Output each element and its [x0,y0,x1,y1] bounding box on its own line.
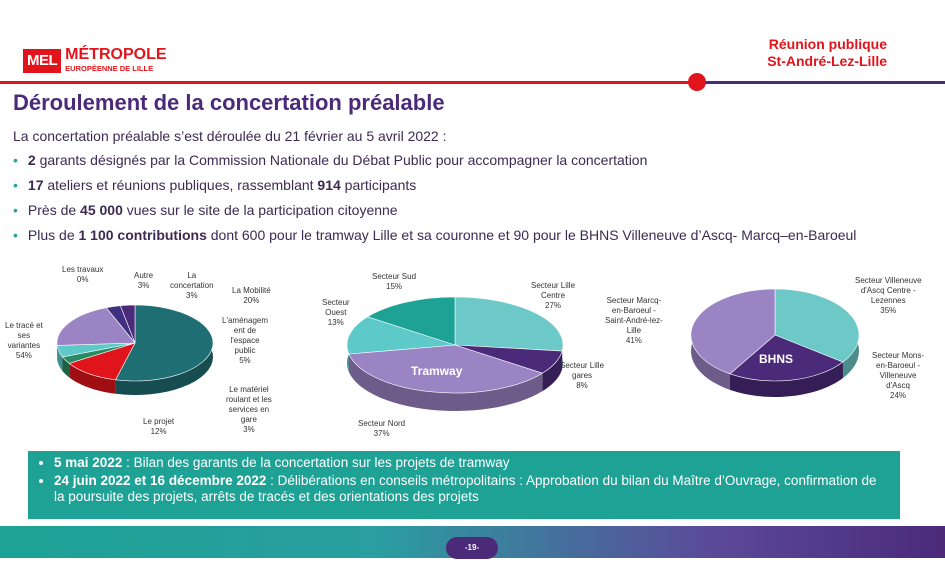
pie-slice [119,304,136,344]
pie-slice [115,304,214,382]
pie-charts [56,288,860,411]
pie-slice [690,288,776,375]
label-autre: Autre 3% [134,271,154,290]
pie-side [348,353,543,411]
pie-side [729,362,843,397]
meeting-line1: Réunion publique [768,36,887,52]
label-sud: Secteur Sud 15% [372,272,417,291]
label-centre: Secteur Lille Centre 27% [531,281,576,310]
page-number: -19- [446,537,498,559]
label-amenagement: L'aménagem ent de l'espace public 5% [222,316,268,365]
header-divider [0,81,945,84]
label-ouest: Secteur Ouest 13% [322,298,350,327]
pie-side [69,363,116,394]
bullet-list: • 2 garants désignés par la Commission Na… [13,150,856,250]
logo-line2: EUROPÉENNE DE LILLE [65,64,154,73]
pie-slice [366,296,456,346]
tramway-label: Tramway [411,364,463,378]
bullet-item: • 2 garants désignés par la Commission Na… [13,152,648,168]
mel-logo: MEL MÉTROPOLE EUROPÉENNE DE LILLE [23,46,167,75]
milestones-box: 5 mai 2022 : Bilan des garants de la con… [28,451,900,519]
meeting-line2: St-André-Lez-Lille [767,53,887,69]
logo-badge: MEL [23,48,62,73]
pie-slice [774,288,860,363]
pie-slice [729,334,844,382]
label-trace: Le tracé et ses variantes 54% [5,321,43,360]
bullet-item: • Plus de 1 100 contributions dont 600 po… [13,227,857,243]
bhns-label: BHNS [759,352,794,366]
label-concertation: La concertation 3% [170,271,214,300]
bullet-item: • Près de 45 000 vues sur le site de la p… [13,202,398,218]
logo-line1: MÉTROPOLE [65,46,167,63]
pie-slice [454,296,564,352]
bullet-item: • 17 ateliers et réunions publiques, rass… [13,177,417,193]
label-mobilite: La Mobilité 20% [232,286,271,305]
pie-side [57,345,63,371]
label-projet: Le projet 12% [143,417,175,436]
intro-text: La concertation préalable s’est déroulée… [13,128,447,144]
divider-dot [688,73,706,91]
pie-slice [348,344,544,394]
label-gares: Secteur Lille gares 8% [560,361,605,390]
milestone-item: 5 mai 2022 : Bilan des garants de la con… [54,455,890,471]
label-villeneuve: Secteur Villeneuve d'Ascq Centre - Lezen… [855,276,922,315]
pie-slice [346,316,456,355]
milestone-item: 24 juin 2022 et 16 décembre 2022 : Délib… [54,473,890,505]
meeting-title: Réunion publique St-André-Lez-Lille [767,36,887,70]
page-title: Déroulement de la concertation préalable [13,90,445,115]
label-materiel: Le matériel roulant et les services en g… [226,385,272,434]
label-nord: Secteur Nord 37% [358,419,406,438]
pie-slice [56,307,136,346]
label-marcq: Secteur Marcq- en-Baroeul - Saint-André-… [605,296,663,345]
label-mons: Secteur Mons- en-Baroeul - Villeneuve d'… [872,351,925,400]
label-travaux: Les travaux 0% [62,265,104,284]
